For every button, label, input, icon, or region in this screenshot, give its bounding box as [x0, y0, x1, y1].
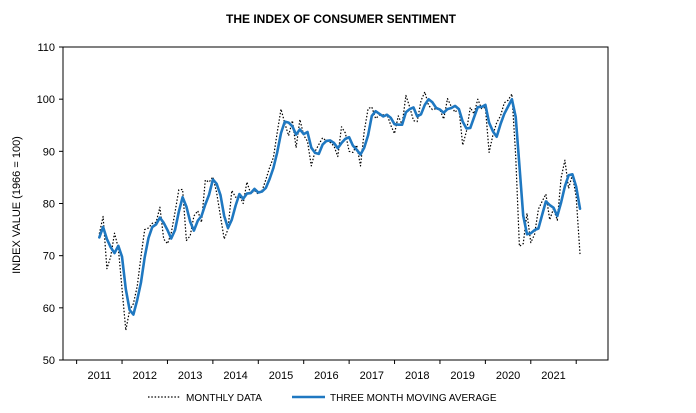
x-tick-label: 2011: [88, 370, 112, 382]
legend: MONTHLY DATA THREE MONTH MOVING AVERAGE: [148, 393, 497, 404]
x-tick-label: 2015: [269, 370, 293, 382]
chart-title: THE INDEX OF CONSUMER SENTIMENT: [226, 12, 457, 26]
y-axis: 50 60 70 80 90 100 110: [37, 42, 63, 367]
series-moving-average-line: [98, 97, 582, 316]
x-axis: 2011 2012 2013 2014 2015 2016 2017 2018 2019 2020…: [76, 360, 577, 382]
y-tick-label: 90: [43, 146, 55, 158]
x-tick-label: 2019: [450, 370, 474, 382]
x-tick-label: 2017: [360, 370, 384, 382]
x-tick-label: 2021: [541, 370, 565, 382]
plot-area: [62, 46, 609, 361]
x-tick-label: 2020: [496, 370, 520, 382]
y-tick-label: 80: [43, 199, 55, 211]
x-tick-label: 2018: [405, 370, 429, 382]
x-tick-label: 2016: [314, 370, 338, 382]
legend-label-monthly: MONTHLY DATA: [186, 393, 262, 404]
y-tick-label: 50: [43, 355, 55, 367]
legend-label-moving-average: THREE MONTH MOVING AVERAGE: [330, 393, 497, 404]
x-tick-label: 2012: [133, 370, 157, 382]
x-tick-label: 2014: [223, 370, 247, 382]
y-axis-label: INDEX VALUE (1966 = 100): [11, 136, 23, 274]
series-layer: [98, 91, 582, 331]
y-tick-label: 100: [37, 94, 55, 106]
y-tick-label: 110: [37, 42, 55, 54]
y-tick-label: 60: [43, 303, 55, 315]
y-tick-label: 70: [43, 251, 55, 263]
series-monthly-data-line: [98, 91, 581, 331]
x-tick-label: 2013: [178, 370, 202, 382]
